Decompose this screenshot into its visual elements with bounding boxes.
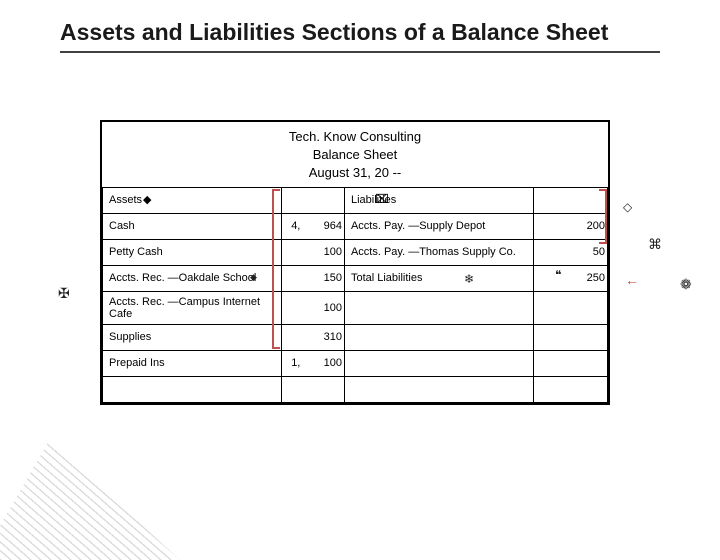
asset-name-cell: Cash: [103, 213, 282, 239]
asset-name-cell: Prepaid Ins: [103, 350, 282, 376]
sheet-header: Tech. Know Consulting Balance Sheet Augu…: [102, 122, 608, 187]
diamond-icon: ◆: [143, 193, 151, 206]
assets-header: ◆ Assets: [103, 187, 282, 213]
liab-value-cell: [565, 291, 607, 324]
table-body: Cash4,964Accts. Pay. —Supply Depot200Pet…: [103, 213, 608, 402]
table-row: Supplies 310: [103, 324, 608, 350]
cmd-icon: ⌘: [648, 236, 662, 253]
asset-value-cell: 150: [302, 265, 344, 291]
report-date: August 31, 20 --: [102, 164, 608, 182]
bracket-liabilities: [599, 189, 607, 244]
liab-name-cell: [344, 291, 533, 324]
liab-value-cell: [565, 324, 607, 350]
diamond-open-icon-left: ✠: [58, 285, 70, 302]
liab-name-cell: Total Liabilities: [344, 265, 533, 291]
liab-name-cell: [344, 376, 533, 402]
asset-value-cell: [302, 376, 344, 402]
liab-name-cell: Accts. Pay. —Supply Depot: [344, 213, 533, 239]
liab-thousands-cell: [534, 324, 566, 350]
liab-thousands-cell: [534, 376, 566, 402]
asset-value-cell: 100: [302, 239, 344, 265]
arrow-left-icon: ←: [625, 272, 639, 288]
liab-thousands-cell: [534, 213, 566, 239]
asset-name-cell: Petty Cash: [103, 239, 282, 265]
asset-name-cell: Accts. Rec. —Campus Internet Cafe: [103, 291, 282, 324]
liabilities-header: ⌧ Liabilities: [344, 187, 533, 213]
liab-thousands-cell: [534, 291, 566, 324]
balance-table: ◆ Assets ⌧ Liabilities Cash4,964Accts. P…: [102, 187, 608, 403]
page-title: Assets and Liabilities Sections of a Bal…: [60, 18, 660, 53]
snow-icon: ❄: [464, 272, 474, 286]
table-row: Petty Cash 100Accts. Pay. —Thomas Supply …: [103, 239, 608, 265]
asset-value-cell: 964: [302, 213, 344, 239]
asset-thousands-cell: 1,: [281, 350, 302, 376]
table-header-row: ◆ Assets ⌧ Liabilities: [103, 187, 608, 213]
asset-thousands-cell: [281, 376, 302, 402]
bracket-assets: [272, 189, 280, 349]
table-row: Accts. Rec. —Campus Internet Cafe 100: [103, 291, 608, 324]
assets-val-header: [302, 187, 344, 213]
box-x-icon: ⌧: [375, 192, 389, 206]
asset-thousands-cell: [281, 265, 302, 291]
asset-thousands-cell: [281, 239, 302, 265]
company-name: Tech. Know Consulting: [102, 128, 608, 146]
asset-value-cell: 100: [302, 291, 344, 324]
liab-thousands-cell: [534, 239, 566, 265]
liabilities-header-label: Liabilities: [351, 194, 396, 206]
liab-value-cell: 250: [565, 265, 607, 291]
report-name: Balance Sheet: [102, 146, 608, 164]
table-row: Prepaid Ins1,100: [103, 350, 608, 376]
table-row: Cash4,964Accts. Pay. —Supply Depot200: [103, 213, 608, 239]
assets-header-label: Assets: [109, 194, 142, 206]
diamond-small-icon: ◆: [250, 272, 257, 283]
asset-thousands-cell: [281, 291, 302, 324]
table-row: [103, 376, 608, 402]
asset-name-cell: Supplies: [103, 324, 282, 350]
liab-thousands-cell: [534, 350, 566, 376]
liab-value-cell: [565, 376, 607, 402]
diamond-open-icon-right: ◇: [623, 200, 632, 214]
assets-num-header: [281, 187, 302, 213]
liab-name-cell: [344, 350, 533, 376]
asset-thousands-cell: 4,: [281, 213, 302, 239]
quote-icon: ❝: [555, 268, 561, 282]
rosette-icon: ❁: [680, 276, 692, 293]
decorative-stripes: [0, 440, 249, 560]
asset-value-cell: 310: [302, 324, 344, 350]
table-row: Accts. Rec. —Oakdale School150Total Liab…: [103, 265, 608, 291]
asset-value-cell: 100: [302, 350, 344, 376]
asset-name-cell: [103, 376, 282, 402]
liab-value-cell: [565, 350, 607, 376]
asset-thousands-cell: [281, 324, 302, 350]
liab-num-header: [534, 187, 566, 213]
liab-name-cell: Accts. Pay. —Thomas Supply Co.: [344, 239, 533, 265]
balance-sheet: Tech. Know Consulting Balance Sheet Augu…: [100, 120, 610, 405]
liab-name-cell: [344, 324, 533, 350]
